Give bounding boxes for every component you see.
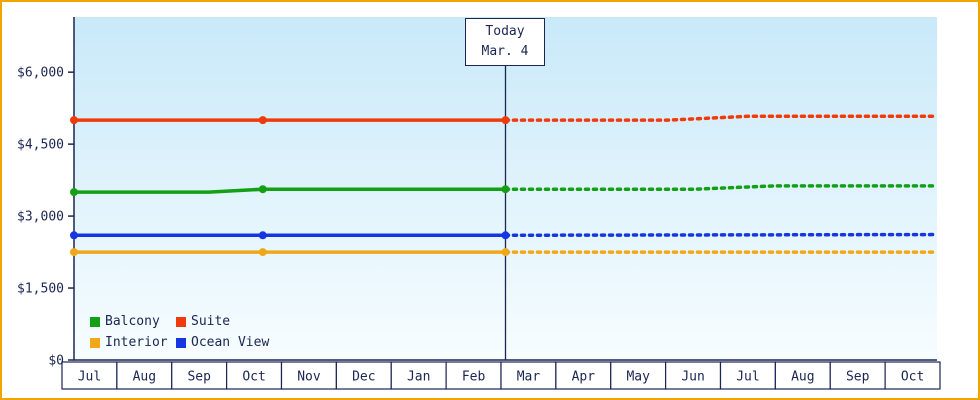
month-cell [226, 361, 283, 390]
series-line-dotted-balcony [503, 184, 939, 191]
series-line-solid-balcony [72, 187, 508, 194]
month-cell [884, 361, 941, 390]
month-label: Sep [187, 370, 211, 385]
legend-swatch-icon [176, 317, 186, 327]
month-label: Jun [681, 370, 704, 385]
series-marker-ocean-view [258, 231, 267, 240]
legend-item-balcony: Balcony [90, 312, 176, 332]
series-marker-interior [70, 248, 78, 257]
chart-legend: Balcony Suite Interior Ocean View [90, 312, 269, 353]
month-cell [774, 361, 831, 390]
series-line-dotted-ocean-view [503, 232, 939, 238]
series-marker-ocean-view [70, 231, 78, 240]
legend-item-interior: Interior [90, 333, 176, 353]
legend-label: Ocean View [191, 335, 270, 350]
month-cell [335, 361, 392, 390]
month-label: Oct [242, 370, 265, 385]
y-tick-label: $3,000 [17, 210, 64, 225]
month-cell [445, 361, 502, 390]
month-label: Mar [517, 370, 541, 385]
legend-swatch-icon [90, 317, 100, 327]
month-cell [610, 361, 667, 390]
series-marker-balcony [70, 188, 78, 197]
legend-swatch-icon [176, 338, 186, 348]
series-marker-balcony [258, 185, 267, 194]
today-label: Today [485, 24, 525, 39]
legend-item-suite: Suite [176, 312, 269, 332]
month-label: May [626, 370, 650, 385]
series-line-dotted-suite [503, 114, 939, 122]
month-label: Jul [78, 370, 101, 385]
month-label: Nov [297, 370, 321, 385]
y-tick-label: $6,000 [17, 66, 64, 81]
month-label: Aug [791, 370, 814, 385]
month-cell [171, 361, 228, 390]
today-date: Mar. 4 [481, 44, 529, 59]
today-annotation-box: Today Mar. 4 [465, 18, 545, 66]
series-marker-interior [258, 248, 267, 257]
month-label: Apr [572, 370, 596, 385]
month-cell [829, 361, 886, 390]
month-label: Sep [846, 370, 870, 385]
series-marker-suite [501, 116, 510, 125]
month-label: Dec [352, 370, 375, 385]
legend-label: Balcony [105, 314, 160, 329]
legend-swatch-icon [90, 338, 100, 348]
legend-label: Interior [105, 335, 168, 350]
month-label: Jan [407, 370, 430, 385]
y-tick-label: $4,500 [17, 138, 64, 153]
month-cell [500, 361, 557, 390]
month-cell [116, 361, 173, 390]
month-cell [719, 361, 776, 390]
y-tick-label: $0 [48, 354, 64, 369]
legend-item-ocean-view: Ocean View [176, 333, 269, 353]
month-label: Jul [736, 370, 759, 385]
month-cell [555, 361, 612, 390]
month-label: Aug [133, 370, 156, 385]
month-label: Oct [901, 370, 924, 385]
series-marker-ocean-view [501, 231, 510, 240]
legend-label: Suite [191, 314, 231, 329]
month-label: Feb [462, 370, 486, 385]
series-marker-interior [501, 248, 510, 257]
series-marker-suite [258, 116, 267, 125]
month-cell [390, 361, 447, 390]
y-tick-label: $1,500 [17, 282, 64, 297]
series-marker-suite [70, 116, 78, 125]
series-marker-balcony [501, 185, 510, 194]
month-cell [665, 361, 722, 390]
